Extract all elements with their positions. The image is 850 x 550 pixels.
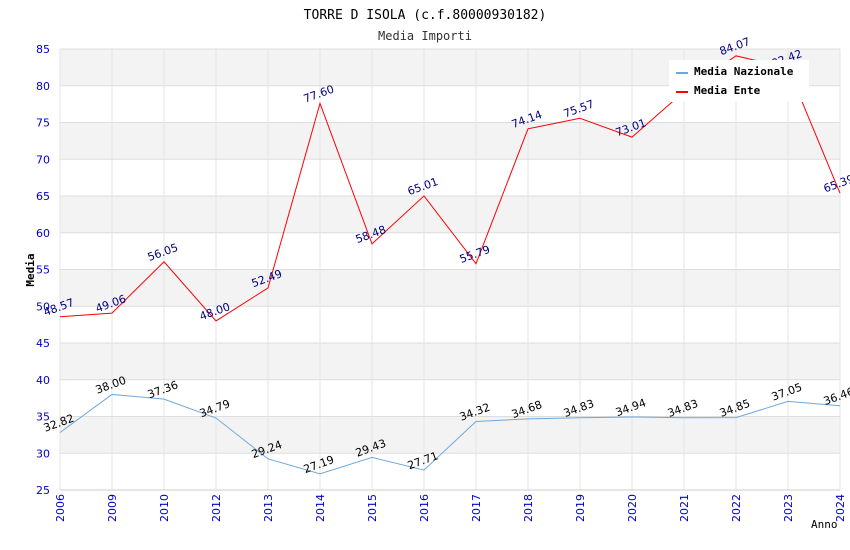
y-tick-label: 25 bbox=[36, 484, 50, 497]
y-tick-label: 65 bbox=[36, 190, 50, 203]
plot-band bbox=[60, 122, 840, 160]
x-tick-label: 2020 bbox=[626, 494, 639, 522]
y-tick-label: 80 bbox=[36, 80, 50, 93]
x-axis-label: Anno bbox=[811, 518, 838, 531]
y-tick-label: 75 bbox=[36, 117, 50, 130]
x-tick-label: 2023 bbox=[782, 494, 795, 522]
x-tick-label: 2021 bbox=[678, 494, 691, 522]
x-tick-label: 2024 bbox=[834, 494, 847, 522]
plot-band bbox=[60, 343, 840, 380]
legend-label-media-ente: Media Ente bbox=[694, 84, 761, 97]
legend-label-media-nazionale: Media Nazionale bbox=[694, 65, 794, 78]
plot-band bbox=[60, 416, 840, 454]
grid-lines bbox=[59, 48, 841, 491]
x-tick-label: 2018 bbox=[522, 494, 535, 522]
x-tick-label: 2012 bbox=[210, 494, 223, 522]
x-tick-label: 2010 bbox=[158, 494, 171, 522]
y-axis-ticks: 25 30 35 40 45 50 55 60 65 70 75 80 85 bbox=[36, 43, 50, 497]
plot-band bbox=[60, 453, 840, 490]
series-line-media-nazionale bbox=[59, 393, 841, 475]
x-tick-label: 2022 bbox=[730, 494, 743, 522]
plot-band bbox=[60, 196, 840, 233]
chart-title: TORRE D ISOLA (c.f.80000930182) bbox=[304, 8, 547, 23]
plot-band bbox=[60, 269, 840, 307]
y-tick-label: 50 bbox=[36, 300, 50, 313]
plot-band bbox=[60, 379, 840, 417]
y-tick-label: 85 bbox=[36, 43, 50, 56]
y-tick-label: 35 bbox=[36, 411, 50, 424]
chart-subtitle: Media Importi bbox=[378, 29, 472, 43]
y-axis-label: Media bbox=[24, 253, 37, 286]
x-tick-label: 2013 bbox=[262, 494, 275, 522]
y-tick-label: 55 bbox=[36, 264, 50, 277]
y-tick-label: 70 bbox=[36, 153, 50, 166]
x-tick-label: 2006 bbox=[54, 494, 67, 522]
x-tick-label: 2017 bbox=[470, 494, 483, 522]
plot-band bbox=[60, 232, 840, 270]
x-tick-label: 2019 bbox=[574, 494, 587, 522]
plot-background bbox=[60, 49, 840, 490]
legend: Media Nazionale Media Ente bbox=[669, 60, 809, 102]
legend-background bbox=[669, 60, 809, 102]
plot-band bbox=[60, 159, 840, 196]
y-tick-label: 60 bbox=[36, 227, 50, 240]
x-tick-label: 2014 bbox=[314, 494, 327, 522]
x-tick-label: 2015 bbox=[366, 494, 379, 522]
x-axis-ticks: 2006 2009 2010 2012 2013 2014 2015 2016 2017 2018… bbox=[54, 494, 847, 522]
plot-band bbox=[60, 306, 840, 343]
y-tick-label: 30 bbox=[36, 447, 50, 460]
x-tick-label: 2016 bbox=[418, 494, 431, 522]
x-tick-label: 2009 bbox=[106, 494, 119, 522]
y-tick-label: 40 bbox=[36, 374, 50, 387]
y-tick-label: 45 bbox=[36, 337, 50, 350]
